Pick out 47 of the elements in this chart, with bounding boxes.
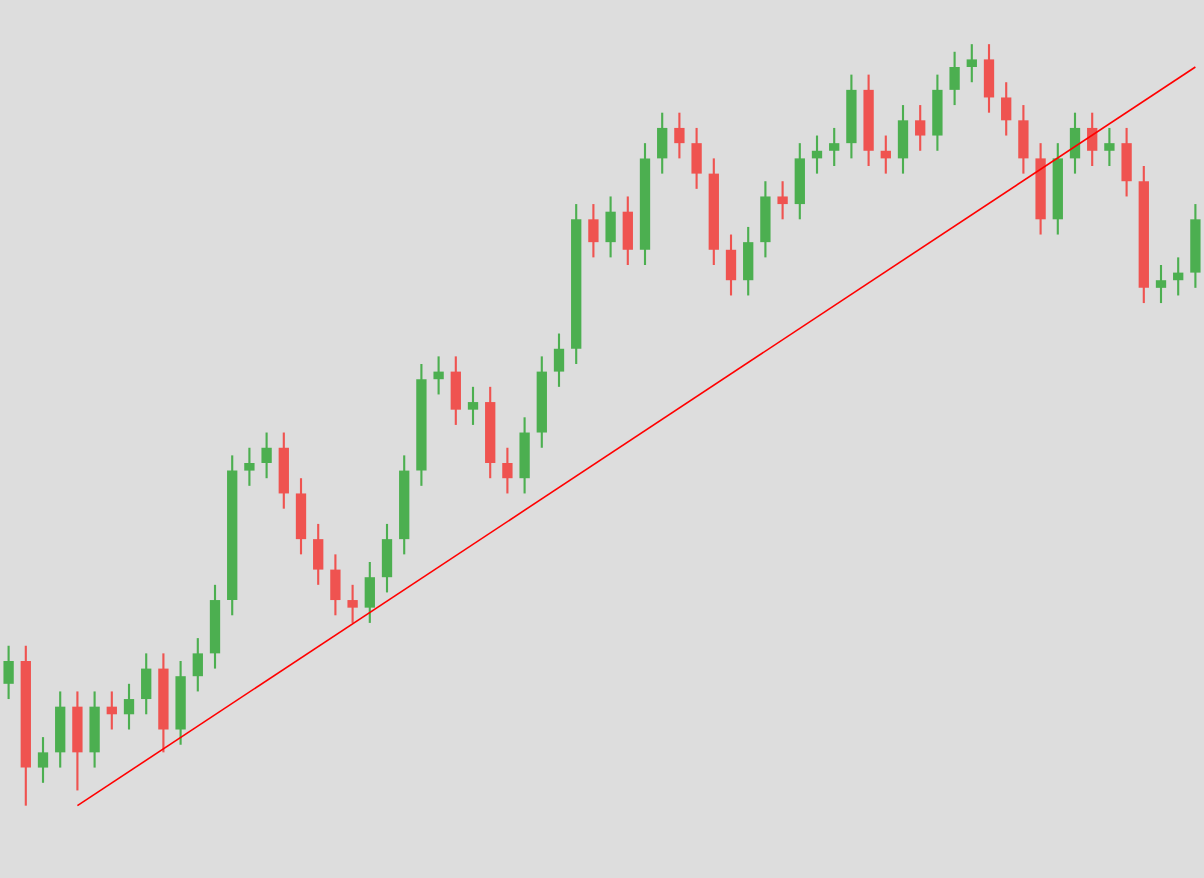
candlestick xyxy=(1001,81,1012,137)
candlestick xyxy=(966,43,977,84)
candlestick xyxy=(1018,104,1029,175)
candlestick xyxy=(1104,126,1115,168)
candlestick xyxy=(949,50,960,107)
candlestick xyxy=(89,690,100,769)
candlestick xyxy=(467,385,479,426)
candlestick xyxy=(433,355,444,396)
candlestick xyxy=(622,195,633,267)
candlestick xyxy=(519,416,530,495)
candlestick xyxy=(55,690,66,769)
candlestick xyxy=(725,233,737,297)
candlestick xyxy=(381,522,393,594)
candlestick xyxy=(1069,111,1081,175)
candlestick xyxy=(364,560,375,624)
candlestick xyxy=(794,142,805,221)
candlestick xyxy=(72,690,83,792)
candlestick xyxy=(123,682,135,731)
candlestick xyxy=(829,126,840,168)
candlestick xyxy=(3,644,14,701)
candlestick xyxy=(278,431,289,510)
candlestick xyxy=(897,104,909,175)
candlestick xyxy=(932,73,943,152)
candlestick xyxy=(691,126,702,190)
candlestick xyxy=(777,180,788,221)
candlestick xyxy=(502,446,513,495)
candlestick xyxy=(37,736,49,784)
candlestick xyxy=(760,180,771,259)
candlestick xyxy=(743,225,754,297)
candlestick xyxy=(605,195,616,259)
candlestick xyxy=(244,446,255,487)
candlestick xyxy=(330,553,341,617)
candlestick xyxy=(261,431,272,480)
candlestick xyxy=(674,111,685,160)
candlestick xyxy=(1121,126,1132,198)
candlestick xyxy=(141,652,152,716)
candlestick xyxy=(347,583,358,624)
candlestick xyxy=(1155,263,1167,305)
candlestick xyxy=(915,104,926,152)
candlestick xyxy=(295,477,307,556)
candlestick xyxy=(192,637,203,693)
candlestick xyxy=(313,522,324,586)
candlestick xyxy=(553,332,565,388)
candlestick xyxy=(657,111,668,175)
candlestick xyxy=(450,355,461,426)
candlestick xyxy=(983,43,995,114)
candlestick xyxy=(588,203,599,259)
